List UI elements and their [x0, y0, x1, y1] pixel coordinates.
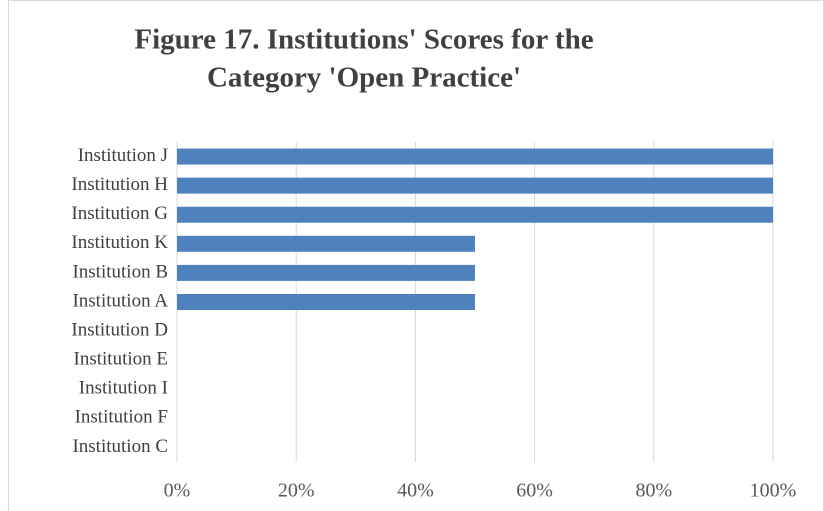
- bar: [177, 206, 773, 223]
- y-tick-label: Institution D: [71, 319, 168, 340]
- y-tick-label: Institution G: [71, 203, 168, 224]
- y-tick-label: Institution C: [72, 436, 168, 457]
- y-tick-label: Institution J: [78, 145, 168, 166]
- bar: [177, 148, 773, 165]
- bar: [177, 294, 475, 310]
- y-tick-label: Institution I: [79, 378, 168, 399]
- x-tick-label: 80%: [635, 480, 672, 502]
- x-tick-label: 0%: [164, 480, 191, 502]
- bar: [177, 235, 475, 252]
- chart-title: Figure 17. Institutions' Scores for the: [134, 24, 593, 56]
- x-tick-label: 20%: [278, 480, 315, 502]
- x-tick-label: 40%: [397, 480, 434, 502]
- bar: [177, 177, 773, 194]
- x-tick-label: 100%: [750, 480, 797, 502]
- y-tick-label: Institution A: [72, 290, 168, 311]
- bar: [177, 264, 475, 281]
- y-tick-label: Institution B: [72, 261, 168, 282]
- y-tick-label: Institution F: [75, 407, 168, 428]
- y-tick-label: Institution H: [71, 174, 168, 195]
- y-tick-label: Institution K: [71, 232, 168, 253]
- x-tick-label: 60%: [516, 480, 553, 502]
- chart-title: Category 'Open Practice': [207, 62, 521, 94]
- y-tick-label: Institution E: [74, 349, 168, 370]
